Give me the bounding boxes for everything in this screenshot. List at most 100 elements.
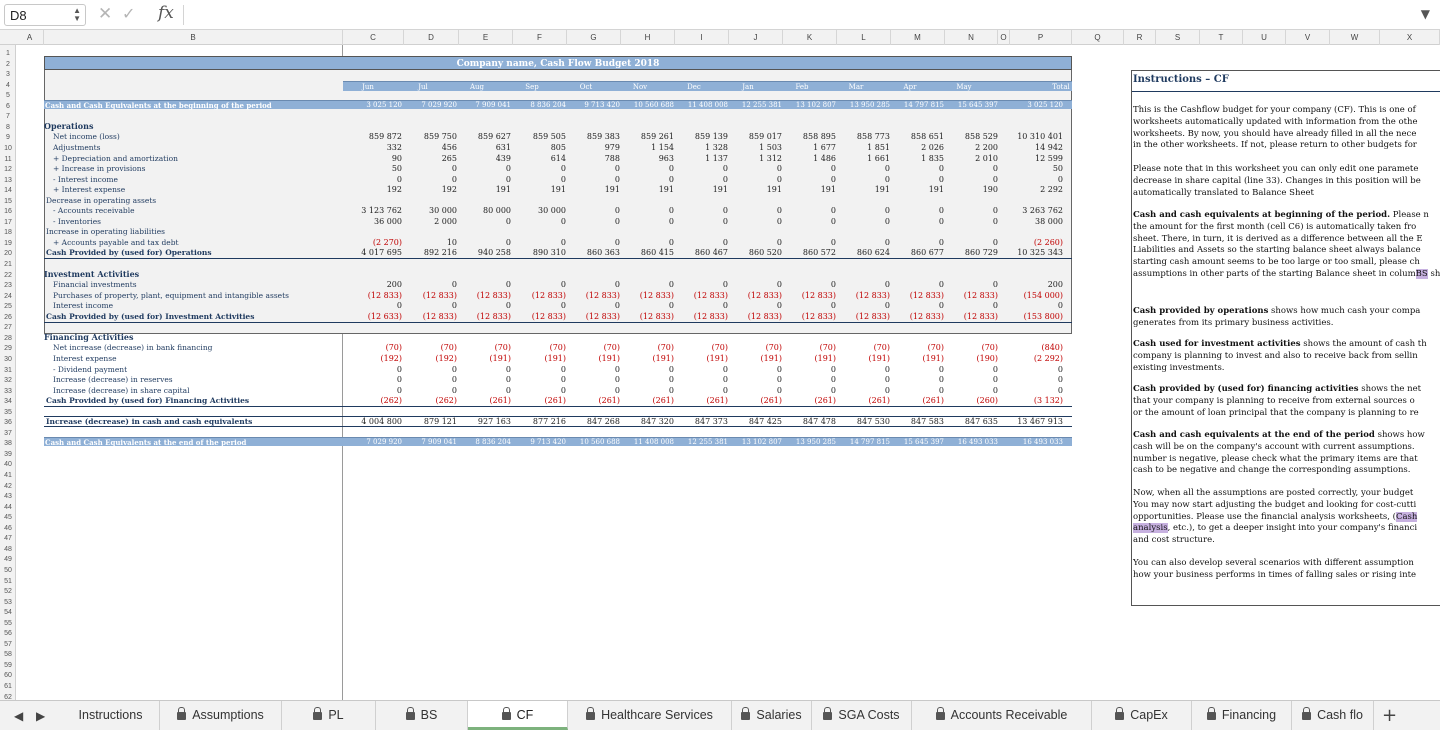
cell-value[interactable]: 0: [722, 375, 728, 385]
cell-value[interactable]: (261): [652, 396, 674, 406]
cell-value[interactable]: 0: [830, 174, 836, 184]
cell-value[interactable]: 0: [396, 385, 402, 395]
row-header[interactable]: 29: [4, 345, 12, 353]
cell-value[interactable]: 0: [505, 280, 511, 290]
cell-value[interactable]: (3 132): [1033, 396, 1063, 406]
cell-value[interactable]: 191: [712, 185, 728, 195]
cell-value[interactable]: (12 833): [747, 290, 782, 300]
cell-value[interactable]: 859 750: [423, 132, 457, 142]
cell-value[interactable]: 979: [604, 142, 620, 152]
cell-value[interactable]: 1 835: [921, 153, 944, 163]
column-header[interactable]: D: [404, 30, 459, 45]
sheet-tab-sga-costs[interactable]: SGA Costs: [812, 701, 912, 730]
cell-value[interactable]: 9 713 420: [584, 100, 620, 109]
cell-value[interactable]: (12 833): [639, 311, 674, 321]
cell-value[interactable]: 3 025 120: [366, 100, 402, 109]
cell-value[interactable]: 0: [396, 375, 402, 385]
cell-value[interactable]: 0: [560, 237, 566, 247]
cell-value[interactable]: (12 833): [855, 290, 890, 300]
row-header[interactable]: 6: [6, 102, 10, 110]
cash-analysis-link[interactable]: analysis: [1133, 523, 1168, 534]
cell-value[interactable]: 50: [391, 164, 402, 174]
sheet-tab-bs[interactable]: BS: [376, 701, 468, 730]
column-header[interactable]: F: [513, 30, 567, 45]
column-header[interactable]: R: [1124, 30, 1156, 45]
cell-value[interactable]: 16 493 033: [1022, 438, 1063, 447]
row-header[interactable]: 54: [4, 609, 12, 617]
cell-value[interactable]: (70): [549, 343, 566, 353]
column-header[interactable]: B: [44, 30, 343, 45]
row-header[interactable]: 44: [4, 503, 12, 511]
cell-value[interactable]: 0: [722, 301, 728, 311]
cell-value[interactable]: 860 467: [694, 248, 728, 258]
cell-value[interactable]: 860 677: [910, 248, 944, 258]
cell-value[interactable]: 877 216: [532, 417, 566, 427]
row-header[interactable]: 37: [4, 429, 12, 437]
cell-value[interactable]: (70): [819, 343, 836, 353]
cell-value[interactable]: 0: [396, 364, 402, 374]
cell-value[interactable]: (840): [1041, 343, 1063, 353]
cell-value[interactable]: 0: [614, 301, 620, 311]
cell-value[interactable]: 0: [884, 375, 890, 385]
row-header[interactable]: 5: [6, 92, 10, 100]
cell-value[interactable]: (12 833): [585, 290, 620, 300]
row-header[interactable]: 38: [4, 440, 12, 448]
sheet-tab-healthcare-services[interactable]: Healthcare Services: [568, 701, 732, 730]
cell-value[interactable]: 0: [884, 364, 890, 374]
row-header[interactable]: 52: [4, 588, 12, 596]
cell-value[interactable]: 0: [938, 206, 944, 216]
cell-value[interactable]: 0: [722, 385, 728, 395]
cell-value[interactable]: (12 833): [476, 311, 511, 321]
sheet-tab-assumptions[interactable]: Assumptions: [160, 701, 282, 730]
cell-value[interactable]: 859 261: [640, 132, 674, 142]
column-header[interactable]: S: [1156, 30, 1200, 45]
cell-value[interactable]: 0: [884, 174, 890, 184]
cell-value[interactable]: (154 000): [1023, 290, 1063, 300]
cell-value[interactable]: 0: [505, 164, 511, 174]
row-header[interactable]: 19: [4, 239, 12, 247]
row-header[interactable]: 25: [4, 303, 12, 311]
cell-value[interactable]: 15 645 397: [903, 438, 944, 447]
cell-value[interactable]: 38 000: [1035, 216, 1063, 226]
row-header[interactable]: 8: [6, 123, 10, 131]
cell-value[interactable]: 13 102 807: [741, 438, 782, 447]
cell-value[interactable]: 847 530: [856, 417, 890, 427]
cell-value[interactable]: (12 833): [422, 311, 457, 321]
cell-value[interactable]: 0: [992, 206, 998, 216]
row-header[interactable]: 53: [4, 598, 12, 606]
cell-value[interactable]: 0: [830, 164, 836, 174]
cell-value[interactable]: 0: [396, 174, 402, 184]
cell-value[interactable]: (12 833): [801, 290, 836, 300]
cell-value[interactable]: 0: [776, 375, 782, 385]
cell-value[interactable]: (12 633): [367, 311, 402, 321]
column-header[interactable]: Q: [1072, 30, 1124, 45]
cell-value[interactable]: (70): [873, 343, 890, 353]
cell-value[interactable]: 0: [992, 174, 998, 184]
cell-value[interactable]: 858 773: [856, 132, 890, 142]
cell-value[interactable]: 1 851: [867, 142, 890, 152]
column-header[interactable]: X: [1380, 30, 1440, 45]
cell-value[interactable]: 0: [451, 364, 457, 374]
cell-value[interactable]: (191): [760, 353, 782, 363]
cell-value[interactable]: 0: [722, 206, 728, 216]
row-header[interactable]: 9: [6, 134, 10, 142]
cell-value[interactable]: (70): [981, 343, 998, 353]
cell-value[interactable]: 30 000: [538, 206, 566, 216]
cell-value[interactable]: 0: [722, 280, 728, 290]
cell-value[interactable]: 0: [884, 280, 890, 290]
cell-value[interactable]: 0: [614, 164, 620, 174]
cell-value[interactable]: (153 800): [1023, 311, 1063, 321]
cell-value[interactable]: 7 029 920: [421, 100, 457, 109]
cell-value[interactable]: (261): [706, 396, 728, 406]
column-header[interactable]: K: [783, 30, 837, 45]
cell-value[interactable]: (12 833): [531, 311, 566, 321]
cell-value[interactable]: (191): [598, 353, 620, 363]
cell-value[interactable]: (12 833): [476, 290, 511, 300]
cell-value[interactable]: 0: [938, 385, 944, 395]
cell-value[interactable]: (192): [435, 353, 457, 363]
cell-value[interactable]: (261): [922, 396, 944, 406]
cell-value[interactable]: (191): [922, 353, 944, 363]
cell-value[interactable]: 858 895: [802, 132, 836, 142]
cell-value[interactable]: (70): [440, 343, 457, 353]
cell-value[interactable]: 190: [982, 185, 998, 195]
